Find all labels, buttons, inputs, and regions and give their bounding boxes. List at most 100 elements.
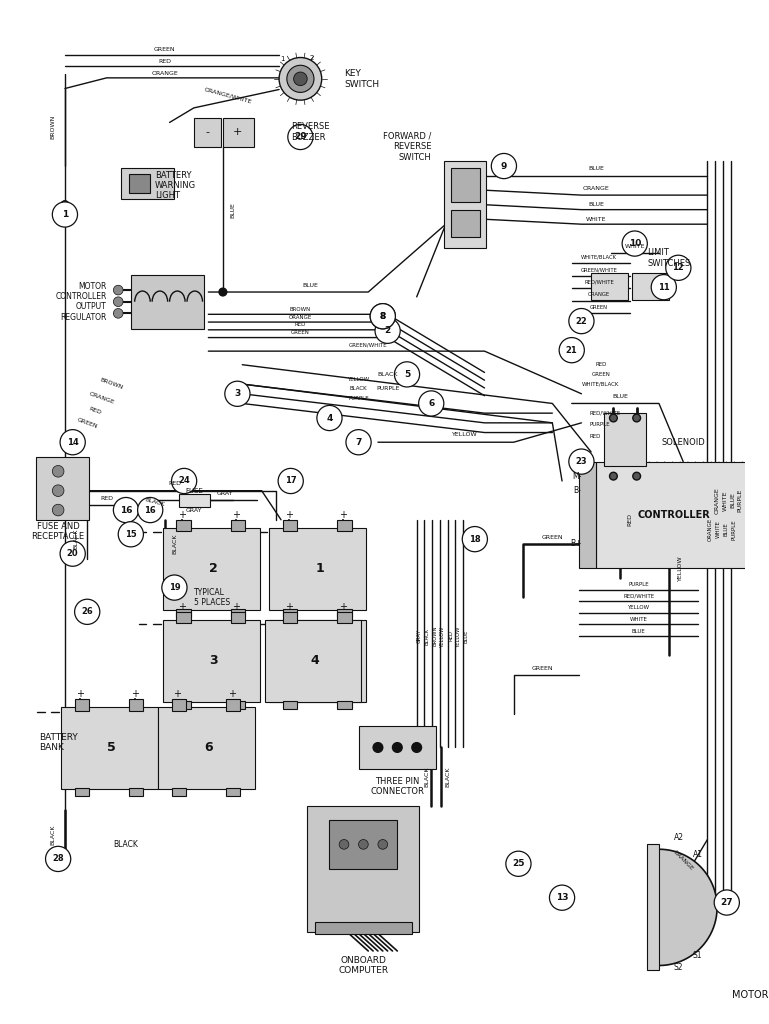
Text: GREEN/WHITE: GREEN/WHITE bbox=[349, 343, 388, 348]
Circle shape bbox=[288, 124, 313, 150]
Text: 18: 18 bbox=[469, 535, 481, 544]
Text: BROWN: BROWN bbox=[433, 626, 438, 646]
Text: 22: 22 bbox=[575, 316, 588, 326]
Text: +: + bbox=[233, 127, 242, 137]
Text: A2: A2 bbox=[674, 834, 684, 842]
Bar bbox=[231, 611, 245, 624]
Text: 7: 7 bbox=[355, 437, 361, 446]
Circle shape bbox=[346, 430, 371, 455]
Text: BLUE: BLUE bbox=[730, 493, 735, 508]
Text: ORANGE: ORANGE bbox=[583, 185, 609, 190]
Text: PURPLE: PURPLE bbox=[731, 519, 736, 540]
Text: 4: 4 bbox=[311, 653, 319, 667]
Text: BLACK: BLACK bbox=[145, 498, 165, 507]
Bar bbox=[171, 788, 186, 796]
Circle shape bbox=[375, 318, 400, 343]
Circle shape bbox=[118, 521, 144, 547]
Circle shape bbox=[370, 304, 395, 329]
Text: 20: 20 bbox=[67, 549, 78, 558]
Circle shape bbox=[358, 840, 368, 849]
Text: 8: 8 bbox=[380, 311, 386, 321]
Bar bbox=[129, 699, 144, 711]
Text: CONTROLLER: CONTROLLER bbox=[638, 510, 710, 520]
Text: YELLOW: YELLOW bbox=[441, 626, 445, 647]
Bar bbox=[315, 922, 412, 934]
Circle shape bbox=[52, 485, 64, 497]
Circle shape bbox=[113, 286, 123, 295]
Bar bbox=[647, 845, 659, 971]
Text: 1: 1 bbox=[315, 562, 325, 574]
Text: 6: 6 bbox=[204, 741, 213, 754]
Circle shape bbox=[52, 202, 78, 227]
Text: GREEN: GREEN bbox=[76, 417, 98, 429]
Text: REVERSE
BUZZER: REVERSE BUZZER bbox=[291, 123, 329, 142]
Text: GRAY: GRAY bbox=[417, 629, 422, 643]
Circle shape bbox=[373, 742, 383, 753]
Text: WHITE/BLACK: WHITE/BLACK bbox=[582, 382, 620, 387]
Text: ORANGE: ORANGE bbox=[588, 293, 610, 297]
Circle shape bbox=[279, 57, 321, 100]
Text: +: + bbox=[228, 689, 235, 699]
Text: 26: 26 bbox=[82, 607, 93, 616]
Text: A1: A1 bbox=[693, 850, 703, 858]
Bar bbox=[269, 620, 366, 701]
Circle shape bbox=[462, 526, 488, 552]
Bar bbox=[129, 174, 150, 194]
Circle shape bbox=[225, 381, 250, 407]
Bar bbox=[176, 609, 191, 616]
Text: FUSE: FUSE bbox=[186, 487, 204, 494]
Circle shape bbox=[370, 304, 395, 329]
Text: 2: 2 bbox=[310, 54, 315, 60]
Text: 13: 13 bbox=[556, 893, 568, 902]
Circle shape bbox=[559, 338, 584, 362]
Text: BLACK: BLACK bbox=[445, 766, 450, 786]
Bar bbox=[307, 806, 418, 932]
Text: GREEN: GREEN bbox=[591, 372, 611, 377]
Text: GREEN: GREEN bbox=[291, 330, 310, 335]
Text: BLUE: BLUE bbox=[230, 202, 235, 217]
Text: ORANGE: ORANGE bbox=[151, 71, 178, 76]
Circle shape bbox=[610, 472, 618, 480]
Text: M-: M- bbox=[572, 472, 581, 480]
Circle shape bbox=[550, 885, 574, 910]
Bar bbox=[36, 457, 89, 520]
Text: BLUE: BLUE bbox=[464, 630, 468, 643]
Text: RED: RED bbox=[88, 407, 102, 416]
Text: +: + bbox=[285, 510, 293, 520]
Text: 5: 5 bbox=[404, 370, 410, 379]
Text: KEY
SWITCH: KEY SWITCH bbox=[344, 70, 379, 88]
Text: 1: 1 bbox=[62, 210, 68, 219]
Text: FORWARD /
REVERSE
SWITCH: FORWARD / REVERSE SWITCH bbox=[383, 132, 431, 162]
Bar bbox=[176, 520, 191, 531]
Text: GREEN: GREEN bbox=[532, 666, 554, 671]
Bar bbox=[179, 494, 210, 507]
Bar bbox=[61, 707, 158, 790]
Text: 6: 6 bbox=[428, 399, 434, 408]
Text: +: + bbox=[232, 510, 241, 520]
Circle shape bbox=[294, 72, 307, 86]
Text: +: + bbox=[178, 510, 186, 520]
Bar bbox=[283, 611, 298, 624]
Text: BLACK: BLACK bbox=[424, 628, 430, 644]
Bar bbox=[283, 701, 298, 709]
Text: ORANGE: ORANGE bbox=[714, 487, 720, 514]
Circle shape bbox=[633, 414, 641, 422]
Text: 24: 24 bbox=[178, 476, 190, 485]
Text: BLUE: BLUE bbox=[612, 394, 628, 399]
Text: YELLOW: YELLOW bbox=[452, 432, 478, 437]
Text: ORANGE: ORANGE bbox=[88, 392, 115, 406]
Circle shape bbox=[52, 504, 64, 516]
Circle shape bbox=[633, 472, 641, 480]
Bar bbox=[338, 609, 351, 616]
Text: RED: RED bbox=[589, 434, 601, 439]
Text: 12: 12 bbox=[672, 263, 684, 272]
Text: PURPLE: PURPLE bbox=[348, 396, 369, 401]
Circle shape bbox=[714, 890, 739, 915]
Text: WHITE: WHITE bbox=[722, 490, 727, 511]
Text: +: + bbox=[285, 602, 293, 612]
Circle shape bbox=[61, 201, 68, 209]
Text: B-: B- bbox=[574, 486, 581, 496]
Text: B+: B+ bbox=[570, 540, 581, 549]
Circle shape bbox=[392, 742, 402, 753]
Bar bbox=[171, 699, 186, 711]
